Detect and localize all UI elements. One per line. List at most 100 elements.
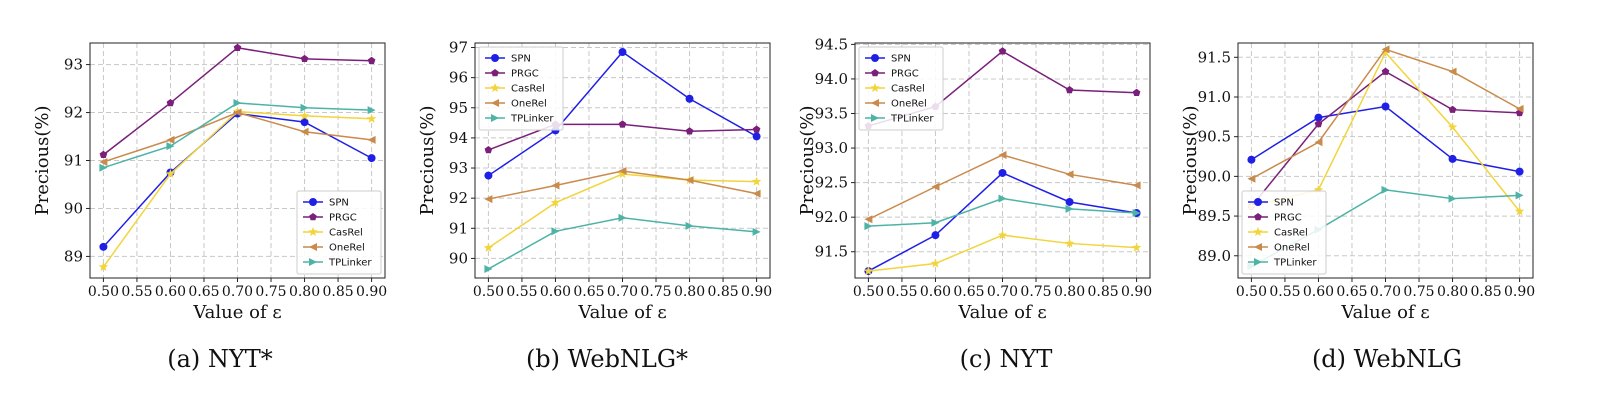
y-tick-label: 92 — [449, 189, 468, 207]
data-point-prgc — [618, 120, 627, 128]
legend-label-onerel: OneRel — [891, 99, 927, 110]
series-tplinker — [99, 98, 376, 172]
data-point-onerel — [99, 157, 108, 166]
x-axis-label: Value of ε — [1340, 302, 1429, 323]
legend-label-casrel: CasRel — [511, 84, 545, 95]
data-point-prgc — [367, 56, 376, 64]
legend-label-spn: SPN — [511, 54, 531, 65]
legend-marker-onerel — [309, 243, 317, 251]
x-tick-label: 0.50 — [473, 284, 504, 300]
data-point-tplinker — [1065, 204, 1074, 213]
data-point-spn — [1247, 155, 1256, 164]
y-tick-label: 97 — [449, 39, 468, 57]
y-tick-label: 91.5 — [1198, 48, 1231, 66]
caption-b: (b) WebNLG* — [525, 345, 689, 373]
data-point-prgc — [998, 47, 1007, 55]
y-tick-label: 90 — [449, 249, 468, 267]
x-tick-label: 0.65 — [573, 284, 604, 300]
data-point-casrel — [165, 168, 176, 178]
series-tplinker — [864, 194, 1141, 231]
x-tick-label: 0.85 — [707, 284, 738, 300]
legend: SPN PRGC CasRel OneRel TPLinker — [478, 46, 564, 131]
data-point-tplinker — [484, 264, 493, 273]
data-point-prgc — [99, 150, 108, 158]
x-tick-label: 0.50 — [88, 284, 119, 300]
legend-label-prgc: PRGC — [329, 213, 357, 224]
x-tick-label: 0.75 — [640, 284, 671, 300]
x-tick-label: 0.90 — [741, 284, 772, 300]
x-tick-label: 0.90 — [1121, 284, 1152, 300]
caption-c: (c) NYT — [959, 345, 1053, 373]
y-tick-label: 93.0 — [815, 139, 848, 157]
data-point-spn — [1515, 167, 1524, 176]
data-point-spn — [99, 242, 108, 251]
legend-marker-casrel — [490, 83, 500, 93]
data-point-tplinker — [752, 227, 761, 236]
x-tick-label: 0.55 — [886, 284, 917, 300]
y-tick-label: 91.0 — [1198, 88, 1231, 106]
y-tick-label: 90 — [64, 199, 83, 217]
legend-label-casrel: CasRel — [891, 84, 925, 95]
x-tick-label: 0.60 — [920, 284, 951, 300]
legend-marker-prgc — [1254, 213, 1262, 221]
data-point-casrel — [550, 197, 561, 207]
data-point-spn — [752, 132, 761, 141]
data-point-onerel — [551, 181, 560, 190]
legend-marker-prgc — [871, 69, 879, 77]
y-axis-label: Precious(%) — [417, 105, 438, 215]
data-point-prgc — [1448, 105, 1457, 113]
legend-marker-onerel — [1254, 243, 1262, 251]
data-point-tplinker — [300, 103, 309, 112]
x-tick-label: 0.70 — [222, 284, 253, 300]
data-point-tplinker — [551, 227, 560, 236]
legend-label-prgc: PRGC — [511, 69, 539, 80]
data-point-casrel — [1131, 242, 1142, 252]
data-point-casrel — [930, 258, 941, 268]
data-point-onerel — [1381, 45, 1390, 54]
y-tick-label: 94.5 — [815, 35, 848, 53]
y-tick-label: 92.0 — [815, 208, 848, 226]
caption-a: (a) NYT* — [167, 345, 273, 373]
data-point-casrel — [483, 242, 494, 252]
data-point-onerel — [233, 108, 242, 117]
legend-label-prgc: PRGC — [1274, 213, 1302, 224]
data-point-prgc — [1381, 67, 1390, 75]
legend-marker-spn — [491, 54, 499, 62]
legend-marker-onerel — [871, 99, 879, 107]
y-tick-label: 93.5 — [815, 105, 848, 123]
data-point-spn — [1314, 113, 1323, 122]
x-tick-label: 0.90 — [1504, 284, 1535, 300]
y-axis-label: Precious(%) — [32, 105, 53, 215]
x-tick-label: 0.50 — [853, 284, 884, 300]
data-point-spn — [1065, 197, 1074, 206]
legend-label-spn: SPN — [1274, 198, 1294, 209]
legend-box — [478, 46, 564, 131]
data-point-casrel — [1313, 184, 1324, 194]
x-tick-label: 0.85 — [1087, 284, 1118, 300]
series-spn — [1247, 102, 1524, 176]
x-tick-label: 0.60 — [540, 284, 571, 300]
data-point-spn — [618, 48, 627, 57]
data-point-prgc — [300, 54, 309, 63]
legend-marker-tplinker — [871, 114, 879, 122]
series-casrel — [863, 230, 1142, 276]
legend-marker-prgc — [309, 213, 317, 221]
legend-marker-spn — [1254, 198, 1262, 206]
data-point-prgc — [233, 43, 242, 52]
data-point-onerel — [484, 195, 493, 204]
series-onerel — [484, 167, 761, 204]
x-tick-label: 0.80 — [1437, 284, 1468, 300]
data-point-tplinker — [1448, 194, 1457, 203]
data-point-casrel — [98, 261, 109, 272]
data-point-onerel — [1314, 138, 1323, 147]
x-tick-label: 0.65 — [188, 284, 219, 300]
x-tick-label: 0.65 — [953, 284, 984, 300]
data-point-prgc — [1065, 86, 1074, 94]
y-tick-label: 92 — [64, 104, 83, 122]
legend-label-tplinker: TPLinker — [1273, 258, 1317, 269]
y-tick-label: 90.5 — [1198, 128, 1231, 146]
x-tick-label: 0.50 — [1236, 284, 1267, 300]
y-tick-label: 95 — [449, 99, 468, 117]
y-tick-label: 92.5 — [815, 174, 848, 192]
y-tick-label: 94.0 — [815, 70, 848, 88]
